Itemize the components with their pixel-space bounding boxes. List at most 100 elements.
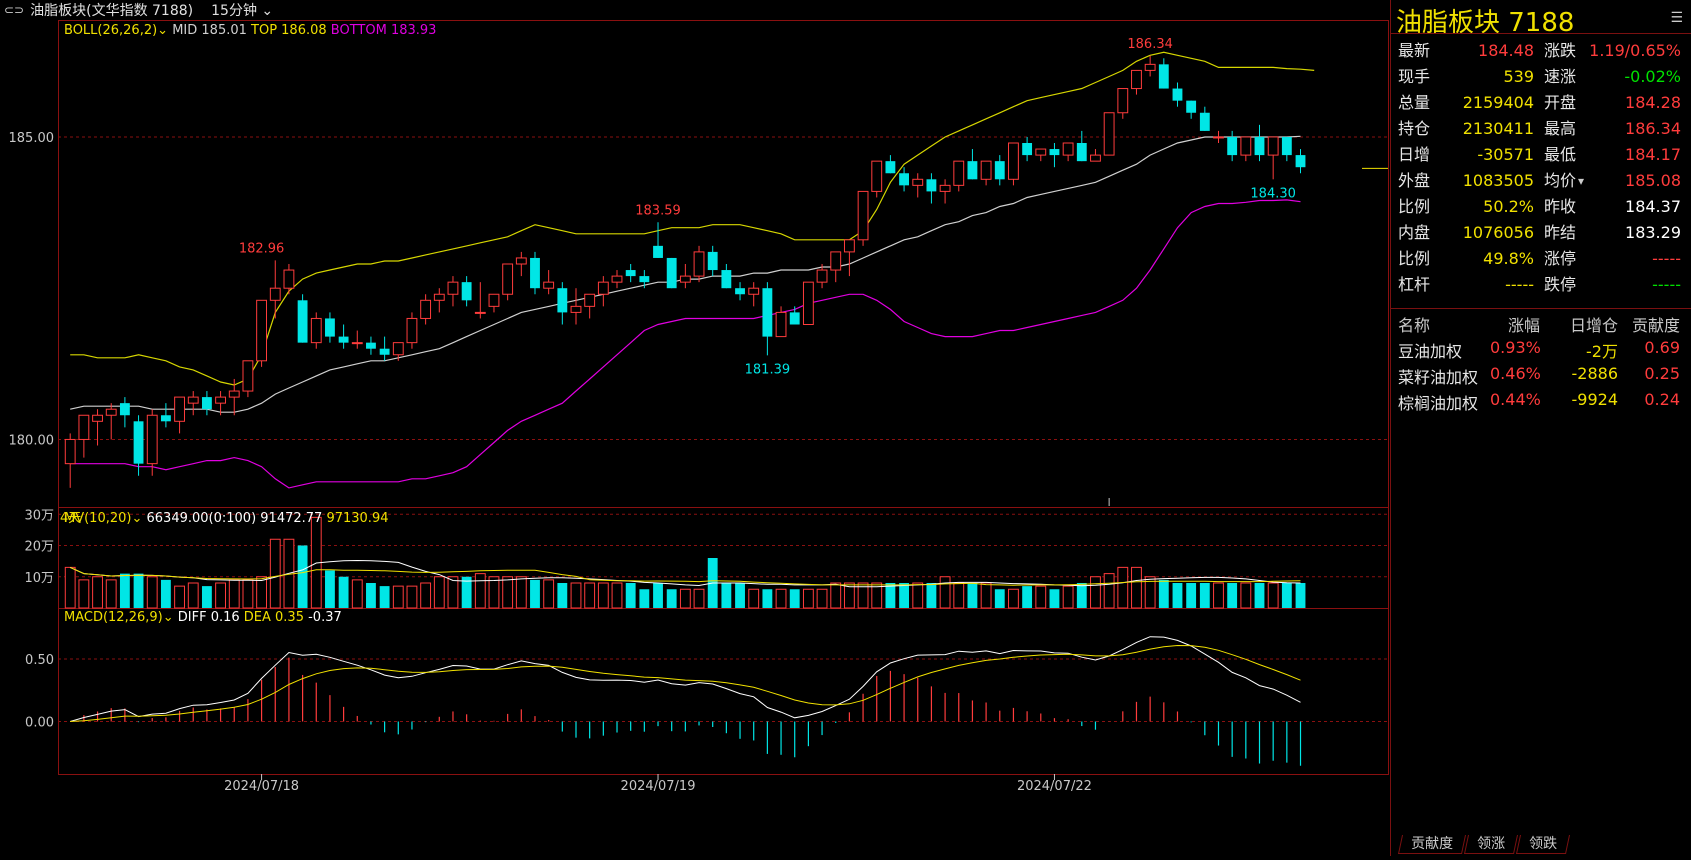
volume-bar <box>119 573 130 608</box>
candle-body <box>366 342 376 349</box>
candle-body <box>338 336 349 343</box>
candle-body <box>420 299 432 319</box>
candle-body <box>557 288 568 313</box>
candle-body <box>735 288 745 295</box>
volume-bar <box>174 585 185 609</box>
candle-body <box>392 342 404 356</box>
volume-bar <box>1117 566 1129 609</box>
candle-body <box>1062 142 1074 156</box>
candle-body <box>1295 155 1306 168</box>
quote-value: 183.29 <box>1625 223 1681 242</box>
volume-bar <box>242 579 254 609</box>
candle-body <box>502 263 514 295</box>
volume-bar <box>1103 573 1115 609</box>
quote-value: 2159404 <box>1462 93 1534 112</box>
volume-bar <box>160 579 171 608</box>
volume-bar <box>830 582 842 609</box>
volume-bar <box>543 579 555 609</box>
table-header: 贡献度 <box>1631 316 1680 335</box>
candle-body <box>174 396 185 422</box>
boll-top-line <box>70 51 1315 386</box>
candle-body <box>611 275 623 283</box>
tab-领跌[interactable]: 领跌 <box>1515 835 1571 854</box>
table-row-name[interactable]: 菜籽油加权 <box>1398 368 1479 387</box>
volume-bar <box>215 582 226 609</box>
tab-贡献度[interactable]: 贡献度 <box>1397 835 1467 854</box>
candle-body <box>857 190 869 241</box>
quote-label: 昨结 <box>1544 223 1577 242</box>
volume-bar <box>1090 576 1101 609</box>
quote-value: 49.8% <box>1483 249 1534 268</box>
list-icon[interactable]: ☰ <box>1670 10 1683 26</box>
candle-body <box>1213 136 1224 139</box>
volume-bar <box>1076 583 1087 608</box>
volume-bar <box>201 586 212 608</box>
quote-panel: 油脂板块 7188 ☰ 最新 184.48 涨跌 1.19/0.65% 现手 539 速涨 -… <box>1390 0 1691 856</box>
candle-body <box>1199 112 1210 131</box>
link-icon[interactable]: ⊂⊃ <box>4 3 25 17</box>
candle-body <box>283 269 295 289</box>
candle-body <box>816 269 828 283</box>
candle-body <box>1035 148 1047 156</box>
volume-bar <box>474 573 486 609</box>
price-annotation: 183.59 <box>635 203 681 218</box>
quote-row: 日增 -30571 最低 184.17 <box>1398 142 1683 168</box>
volume-bar <box>789 589 800 608</box>
volume-bar <box>816 588 828 609</box>
volume-bar <box>338 576 349 608</box>
period-selector[interactable]: 15分钟 ⌄ <box>211 3 274 19</box>
candle-body <box>570 305 582 313</box>
y-tick-label: 30万 <box>24 508 54 523</box>
volume-bar <box>392 585 404 609</box>
x-tick-label: 2024/07/19 <box>621 779 696 794</box>
volume-bar <box>1254 583 1265 608</box>
quote-label: 跌停 <box>1544 275 1577 294</box>
candle-body <box>1049 149 1060 156</box>
quote-row: 现手 539 速涨 -0.02% <box>1398 64 1683 90</box>
volume-bar <box>899 583 909 608</box>
tab-领涨[interactable]: 领涨 <box>1463 835 1519 854</box>
volume-bar <box>721 583 732 608</box>
volume-bar <box>967 583 978 608</box>
volume-bar <box>269 538 281 609</box>
volume-bar <box>748 588 760 609</box>
volume-bar <box>502 576 514 609</box>
quote-label: 涨跌 <box>1544 41 1577 60</box>
quote-value: 1.19/0.65% <box>1589 41 1681 60</box>
volume-bar <box>1267 582 1279 609</box>
candle-body <box>939 184 951 192</box>
candle-body <box>899 173 909 186</box>
x-tick-label: 2024/07/22 <box>1017 779 1092 794</box>
quote-value: 539 <box>1503 67 1534 86</box>
candle-body <box>1254 136 1265 156</box>
volume-bar <box>584 582 596 609</box>
diff-line <box>70 636 1301 722</box>
candle-body <box>1131 69 1142 90</box>
chart-area[interactable]: 185.00 180.00 186.34 184.30 183.59 182.96 181.… <box>0 20 1390 856</box>
quote-value: ----- <box>1652 249 1681 268</box>
table-header: 日增仓 <box>1569 316 1618 335</box>
table-cell: 0.46% <box>1490 364 1541 383</box>
volume-bar <box>857 582 869 609</box>
macd-legend: MACD(12,26,9)⌄ DIFF 0.16 DEA 0.35 -0.37 <box>64 610 342 625</box>
candle-body <box>1076 143 1087 162</box>
volume-bar <box>447 576 459 609</box>
candle-body <box>530 257 540 289</box>
candle-body <box>967 161 978 180</box>
quote-label: 比例 <box>1398 197 1431 216</box>
volume-bar <box>1144 576 1156 609</box>
candle-body <box>871 160 883 192</box>
volume-bar <box>762 589 773 608</box>
quote-value: 1076056 <box>1462 223 1534 242</box>
table-row-name[interactable]: 豆油加权 <box>1398 342 1463 361</box>
volume-bar <box>406 585 418 609</box>
table-row-name[interactable]: 棕榈油加权 <box>1398 394 1479 413</box>
candle-body <box>1172 88 1183 101</box>
volume-bar <box>1281 583 1292 608</box>
candle-body <box>762 288 773 337</box>
kline-chart[interactable]: 185.00 180.00 186.34 184.30 183.59 182.96 181.… <box>0 20 1390 856</box>
dropdown-icon[interactable]: ▾ <box>1578 174 1585 188</box>
candle-body <box>461 282 472 301</box>
candle-body <box>679 275 691 283</box>
candle-body <box>1144 63 1156 71</box>
